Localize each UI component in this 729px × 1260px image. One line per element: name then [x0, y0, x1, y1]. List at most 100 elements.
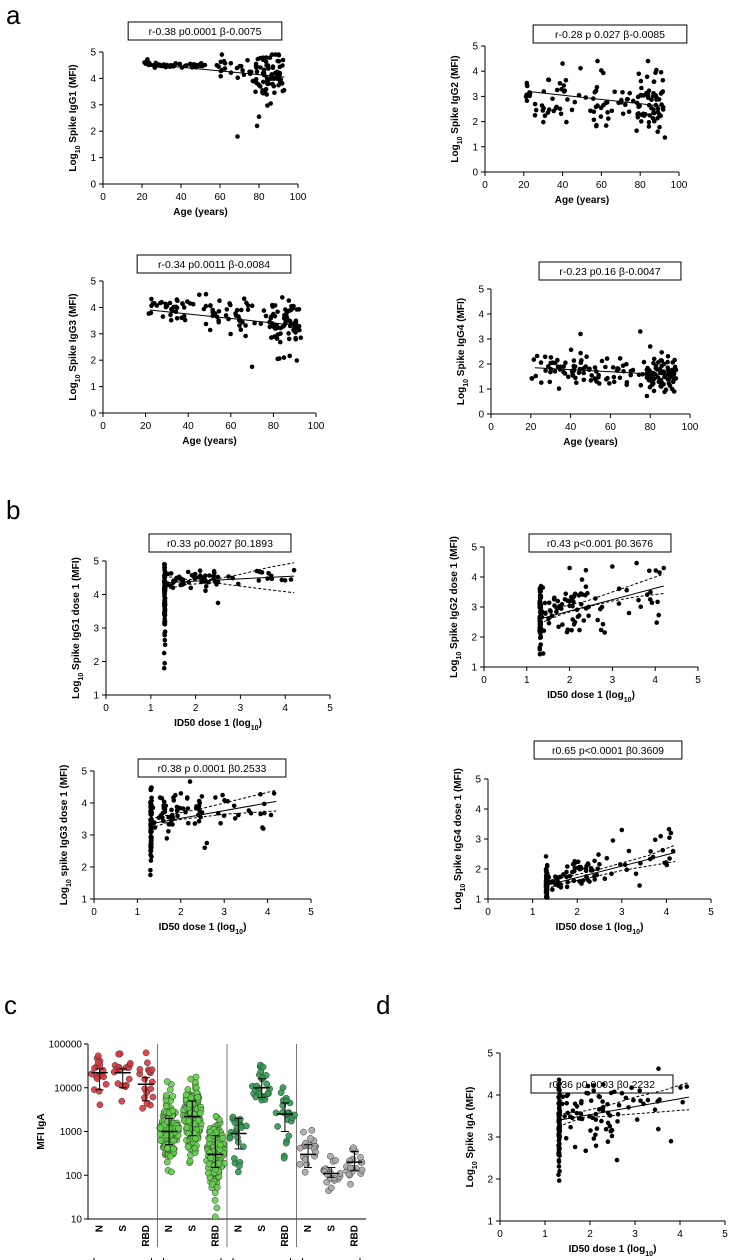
data-point — [145, 57, 150, 62]
y-tick-label: 4 — [81, 799, 87, 810]
y-tick-label: 3 — [81, 831, 87, 842]
data-point — [593, 596, 598, 601]
data-point — [569, 627, 574, 633]
y-axis-label: Log10 spike IgG3 dose 1 (MFI) — [59, 765, 73, 906]
x-tick-label: 2 — [587, 1229, 593, 1240]
stats-text: r-0.34 p0.0011 β-0.0084 — [158, 259, 270, 271]
data-point — [256, 114, 262, 119]
data-point — [228, 331, 233, 337]
data-point — [357, 1154, 364, 1161]
data-point — [176, 574, 182, 580]
data-point — [253, 89, 258, 95]
data-point — [543, 854, 549, 859]
x-tick-label: 5 — [695, 675, 701, 686]
data-point — [220, 792, 225, 798]
data-point — [616, 1102, 622, 1108]
x-tick-label: 0 — [100, 421, 106, 432]
data-point — [91, 1064, 98, 1072]
data-point — [177, 61, 183, 67]
data-point — [565, 864, 570, 869]
data-point — [174, 808, 180, 814]
data-point — [257, 84, 263, 89]
data-point — [584, 354, 589, 360]
y-tick-label: 3 — [90, 100, 96, 111]
data-point — [603, 364, 608, 370]
data-point — [296, 1160, 304, 1168]
data-point — [267, 55, 273, 60]
y-axis-label: Log10 Spike IgG4 dose 1 (MFI) — [453, 768, 467, 910]
regression-line — [527, 90, 666, 107]
data-point — [616, 367, 621, 372]
data-point — [541, 105, 546, 111]
y-tick-label: 3 — [471, 603, 477, 614]
x-tick-label: 1 — [542, 1229, 548, 1240]
data-point — [96, 1101, 104, 1109]
data-point — [203, 584, 209, 589]
data-point — [571, 599, 576, 605]
data-point — [215, 600, 221, 606]
x-tick-label: 100 — [308, 421, 325, 432]
data-point — [656, 379, 662, 385]
data-point — [629, 1085, 634, 1090]
data-point — [161, 665, 167, 671]
data-point — [546, 107, 552, 112]
data-point — [565, 97, 570, 102]
data-point — [557, 1168, 562, 1174]
data-point — [254, 69, 260, 74]
data-point — [647, 368, 652, 373]
data-point — [161, 650, 167, 656]
data-point — [279, 1102, 287, 1109]
data-point — [645, 1097, 651, 1103]
x-tick-label: 2 — [567, 675, 573, 686]
data-point — [556, 1164, 562, 1169]
data-point — [550, 360, 555, 366]
data-point — [591, 117, 597, 123]
data-point — [166, 829, 171, 834]
data-point — [282, 578, 288, 583]
x-tick-label: 5 — [722, 1229, 728, 1240]
data-point — [587, 879, 592, 884]
data-point — [561, 872, 566, 877]
data-point — [188, 585, 194, 591]
data-point — [269, 314, 274, 319]
data-point — [180, 806, 186, 811]
stats-box — [528, 533, 672, 553]
data-point — [641, 359, 647, 365]
data-point — [149, 1093, 157, 1101]
y-tick-label: 4 — [478, 310, 484, 321]
stats-text: r0.43 p<0.001 β0.3676 — [547, 538, 653, 550]
data-point — [232, 816, 238, 821]
data-point — [578, 66, 583, 71]
data-point — [556, 624, 561, 630]
data-point — [203, 291, 209, 297]
data-point — [162, 565, 167, 570]
data-point — [537, 599, 543, 604]
data-point — [236, 812, 241, 818]
data-point — [174, 804, 180, 810]
data-point — [595, 58, 600, 64]
y-tick-label: 3 — [487, 1133, 493, 1144]
data-point — [184, 1143, 192, 1151]
regression-line — [558, 1096, 690, 1121]
y-tick-label: 4 — [90, 303, 96, 314]
data-point — [197, 568, 203, 573]
x-tick-label: 0 — [481, 675, 487, 686]
data-point — [293, 318, 299, 324]
data-point — [167, 300, 173, 306]
data-point — [223, 313, 229, 318]
data-point — [659, 350, 664, 355]
category-label: RBD — [141, 1225, 152, 1247]
data-point — [655, 599, 660, 605]
data-point — [649, 382, 655, 388]
data-point — [639, 85, 644, 91]
y-tick-label: 3 — [472, 92, 478, 103]
data-point — [168, 317, 174, 323]
data-point — [148, 872, 153, 878]
x-tick-label: 0 — [485, 907, 491, 918]
data-point — [189, 63, 194, 69]
y-axis-label: Log10 Spike IgG2 dose 1 (MFI) — [449, 536, 463, 678]
y-tick-label: 1 — [487, 1217, 493, 1228]
